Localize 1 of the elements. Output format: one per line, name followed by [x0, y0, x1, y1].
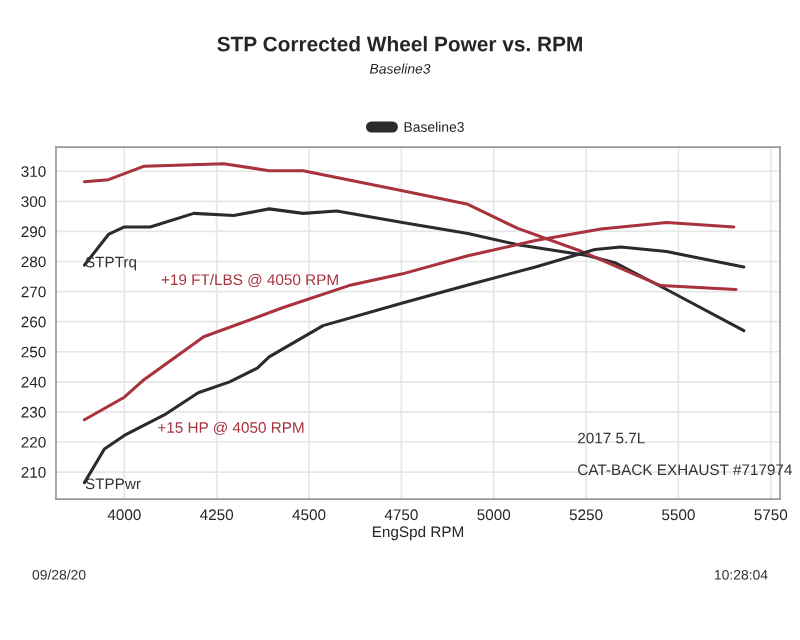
chart-title: STP Corrected Wheel Power vs. RPM: [217, 36, 582, 52]
